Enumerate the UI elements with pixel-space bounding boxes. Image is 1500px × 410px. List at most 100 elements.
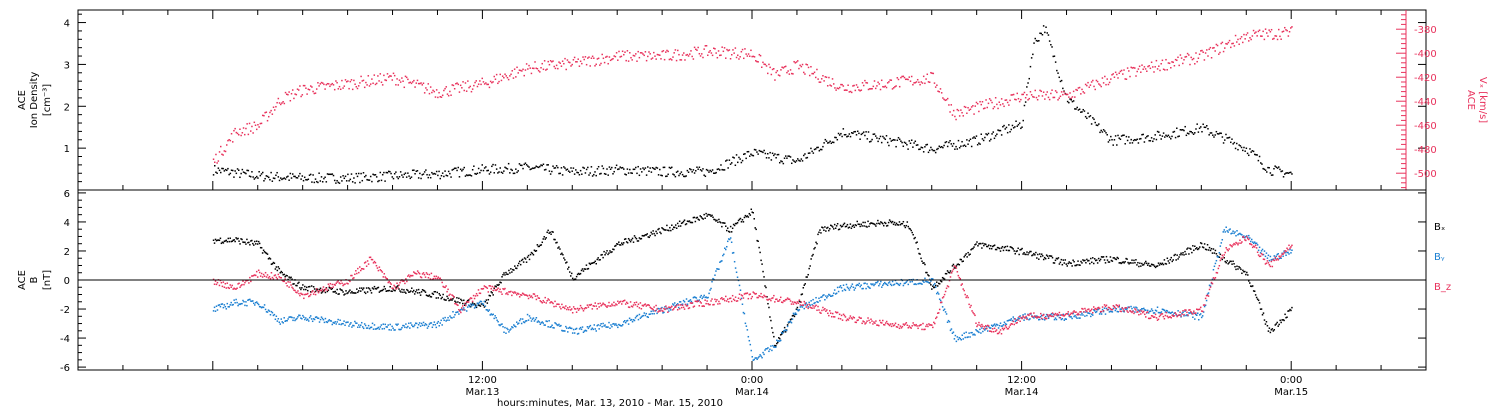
by-point — [402, 324, 404, 327]
bz-point — [982, 325, 984, 328]
ion-density-point — [234, 170, 236, 172]
vx-point — [1204, 52, 1207, 54]
vx-point — [1017, 97, 1020, 100]
by-point — [477, 303, 480, 305]
ion-density-point — [942, 146, 944, 149]
bx-point — [1227, 263, 1229, 265]
by-point — [1197, 318, 1200, 321]
bx-point — [1053, 262, 1056, 264]
ion-density-point — [349, 178, 352, 181]
by-point — [1200, 316, 1203, 319]
vx-point — [625, 59, 627, 62]
ion-density-point — [471, 168, 474, 171]
by-point — [861, 287, 863, 290]
bx-point — [708, 213, 710, 216]
ion-density-point — [212, 174, 215, 176]
bz-point — [663, 307, 665, 310]
ion-density-point — [1264, 169, 1267, 171]
ion-density-point — [867, 131, 870, 133]
by-point — [581, 326, 584, 328]
bz-point — [285, 282, 287, 285]
by-point — [569, 327, 572, 329]
by-point — [919, 282, 921, 285]
vx-point — [342, 87, 344, 89]
ion-density-point — [528, 166, 530, 168]
bx-point — [999, 250, 1002, 252]
ion-density-point — [864, 134, 866, 137]
bx-point — [1150, 263, 1153, 266]
bz-point — [951, 270, 954, 272]
by-point — [281, 321, 283, 323]
bz-point — [403, 280, 405, 282]
by-point — [767, 347, 769, 349]
bz-point — [521, 292, 524, 295]
by-point — [1266, 257, 1269, 259]
bx-point — [1129, 262, 1131, 264]
by-point — [584, 329, 587, 332]
by-point — [1137, 309, 1139, 311]
by-point — [375, 328, 378, 330]
by-point — [535, 317, 538, 319]
vx-point — [611, 58, 613, 61]
by-point — [485, 309, 488, 311]
by-point — [948, 320, 951, 323]
by-point — [435, 326, 438, 329]
by-point — [643, 312, 646, 314]
by-point — [326, 321, 329, 324]
ion-density-point — [368, 179, 371, 181]
bz-point — [726, 298, 729, 300]
bx-point — [764, 285, 766, 287]
bx-point — [216, 239, 219, 241]
bz-point — [213, 283, 216, 285]
vx-point — [437, 96, 439, 99]
vx-point — [251, 125, 253, 128]
ion-density-point — [647, 166, 649, 168]
ion-density-point — [551, 170, 553, 173]
bx-point — [732, 223, 735, 226]
vx-point — [503, 76, 505, 79]
by-point — [1163, 309, 1166, 311]
vx-point — [1074, 96, 1076, 98]
bx-point — [971, 248, 973, 250]
bz-point — [952, 268, 955, 271]
by-point — [1264, 255, 1267, 258]
vx-point — [944, 99, 947, 102]
vx-point — [666, 49, 668, 52]
by-point — [1224, 231, 1226, 233]
bz-point — [493, 286, 495, 289]
vx-point — [714, 48, 716, 50]
bx-point — [514, 265, 516, 267]
ion-density-point — [732, 156, 734, 159]
ion-density-point — [962, 145, 965, 147]
ion-density-point — [381, 173, 384, 176]
bx-point — [771, 327, 773, 329]
ion-density-point — [1149, 140, 1152, 142]
bz-point — [272, 278, 275, 280]
ion-density-point — [241, 168, 244, 171]
bz-point — [777, 300, 779, 302]
bx-point — [469, 306, 472, 308]
ion-density-point — [667, 173, 669, 176]
bz-point — [470, 297, 473, 300]
by-point — [1000, 325, 1003, 327]
bz-point — [383, 273, 386, 275]
vx-point — [1155, 59, 1158, 62]
ion-density-point — [728, 159, 731, 161]
bz-point — [231, 284, 233, 287]
bz-point — [400, 279, 402, 282]
ion-density-point — [473, 165, 475, 167]
by-point — [787, 321, 790, 323]
bz-point — [573, 307, 576, 310]
by-point — [1220, 242, 1223, 244]
vx-point — [1047, 96, 1050, 99]
ion-density-point — [685, 175, 687, 177]
bz-point — [576, 307, 579, 310]
bz-point — [488, 285, 491, 287]
bz-point — [326, 289, 329, 291]
bx-point — [703, 213, 705, 216]
vx-point — [1032, 95, 1034, 98]
vx-point — [990, 99, 992, 102]
bx-point — [936, 285, 939, 287]
ion-density-point — [629, 168, 631, 171]
by-point — [686, 303, 689, 305]
